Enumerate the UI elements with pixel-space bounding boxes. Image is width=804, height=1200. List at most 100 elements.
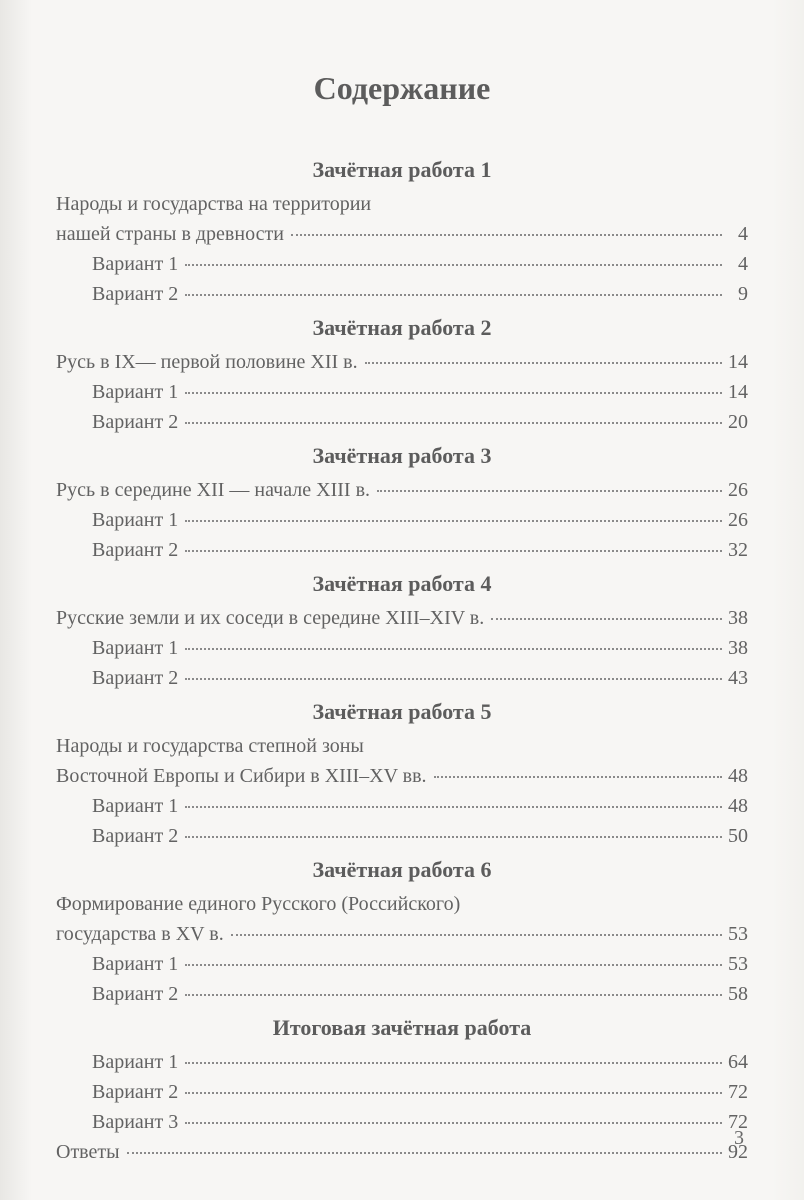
- toc-entry-label: нашей страны в древности: [56, 219, 289, 249]
- toc-dots: [127, 1152, 722, 1154]
- toc-dots: [185, 392, 722, 394]
- toc-entry: Вариант 1 38: [56, 633, 748, 663]
- toc-entry-label: Вариант 1: [92, 377, 183, 407]
- toc-entry: Русские земли и их соседи в середине XII…: [56, 603, 748, 633]
- toc-entry: Вариант 1 4: [56, 249, 748, 279]
- toc-dots: [185, 836, 722, 838]
- toc-entry-label: государства в XV в.: [56, 919, 229, 949]
- toc-entry-label: Восточной Европы и Сибири в XIII–XV вв.: [56, 761, 432, 791]
- toc-entry-label: Вариант 3: [92, 1107, 183, 1137]
- toc-entry-label: Вариант 1: [92, 791, 183, 821]
- toc-dots: [185, 806, 722, 808]
- toc-entry-page: 50: [724, 821, 748, 851]
- toc-dots: [365, 362, 722, 364]
- toc-entry: Вариант 2 72: [56, 1077, 748, 1107]
- toc-entry-page: 43: [724, 663, 748, 693]
- toc-entry-continuation: Народы и государства на территории: [56, 189, 748, 219]
- section-heading: Зачётная работа 1: [56, 157, 748, 183]
- section-heading: Зачётная работа 3: [56, 443, 748, 469]
- toc-entry-page: 9: [724, 279, 748, 309]
- toc-dots: [185, 1062, 722, 1064]
- toc-dots: [291, 234, 722, 236]
- toc-entry-page: 48: [724, 761, 748, 791]
- toc-entry-label: Русь в середине XII — начале XIII в.: [56, 475, 375, 505]
- toc-entry-page: 14: [724, 347, 748, 377]
- toc-entry-page: 38: [724, 633, 748, 663]
- toc-entry-label: Вариант 2: [92, 979, 183, 1009]
- toc-entry-page: 53: [724, 919, 748, 949]
- toc-entry-label: Ответы: [56, 1137, 125, 1167]
- toc-entry: Вариант 2 50: [56, 821, 748, 851]
- toc-entry: Русь в середине XII — начале XIII в. 26: [56, 475, 748, 505]
- toc-entry-page: 26: [724, 475, 748, 505]
- toc-dots: [185, 294, 722, 296]
- toc-dots: [377, 490, 722, 492]
- toc-entry: Ответы92: [56, 1137, 748, 1167]
- toc-dots: [434, 776, 722, 778]
- page-number: 3: [734, 1127, 744, 1150]
- toc-entry-page: 14: [724, 377, 748, 407]
- page-title: Содержание: [56, 70, 748, 107]
- toc-entry-page: 53: [724, 949, 748, 979]
- toc-entry-page: 58: [724, 979, 748, 1009]
- toc-entry: Восточной Европы и Сибири в XIII–XV вв. 4…: [56, 761, 748, 791]
- toc-entry-label: Вариант 1: [92, 1047, 183, 1077]
- toc-entry-continuation: Народы и государства степной зоны: [56, 731, 748, 761]
- toc-entry: Вариант 2 43: [56, 663, 748, 693]
- toc-entry: Вариант 1 26: [56, 505, 748, 535]
- toc-entry-page: 72: [724, 1077, 748, 1107]
- toc-entry-page: 38: [724, 603, 748, 633]
- toc-entry-label: Вариант 2: [92, 821, 183, 851]
- toc-entry-page: 4: [724, 219, 748, 249]
- toc-entry: Вариант 1 64: [56, 1047, 748, 1077]
- section-heading: Зачётная работа 2: [56, 315, 748, 341]
- section-heading: Итоговая зачётная работа: [56, 1015, 748, 1041]
- toc-entry-page: 4: [724, 249, 748, 279]
- toc-entry-page: 64: [724, 1047, 748, 1077]
- toc-dots: [185, 550, 722, 552]
- toc-entry: Вариант 1 53: [56, 949, 748, 979]
- toc-dots: [185, 422, 722, 424]
- toc-entry-page: 32: [724, 535, 748, 565]
- section-heading: Зачётная работа 4: [56, 571, 748, 597]
- section-heading: Зачётная работа 6: [56, 857, 748, 883]
- toc-entry: Вариант 2 58: [56, 979, 748, 1009]
- toc-entry-label: Вариант 1: [92, 949, 183, 979]
- toc-entry: государства в XV в. 53: [56, 919, 748, 949]
- toc-entry-label: Вариант 2: [92, 279, 183, 309]
- toc-body: Зачётная работа 1 Народы и государства на…: [56, 157, 748, 1167]
- toc-entry: Вариант 2 20: [56, 407, 748, 437]
- toc-entry: Вариант 1 48: [56, 791, 748, 821]
- toc-entry-label: Вариант 2: [92, 663, 183, 693]
- toc-entry-label: Русские земли и их соседи в середине XII…: [56, 603, 489, 633]
- toc-dots: [491, 618, 722, 620]
- toc-entry: нашей страны в древности 4: [56, 219, 748, 249]
- toc-entry-label: Вариант 1: [92, 249, 183, 279]
- toc-dots: [185, 964, 722, 966]
- toc-entry-label: Вариант 2: [92, 407, 183, 437]
- toc-dots: [185, 1092, 722, 1094]
- toc-dots: [185, 678, 722, 680]
- toc-dots: [185, 264, 722, 266]
- toc-entry: Русь в IX— первой половине XII в. 14: [56, 347, 748, 377]
- toc-entry-page: 26: [724, 505, 748, 535]
- toc-entry-continuation: Формирование единого Русского (Российско…: [56, 889, 748, 919]
- toc-entry: Вариант 372: [56, 1107, 748, 1137]
- toc-dots: [185, 648, 722, 650]
- page: Содержание Зачётная работа 1 Народы и гос…: [0, 0, 804, 1200]
- toc-dots: [231, 934, 722, 936]
- toc-entry: Вариант 1 14: [56, 377, 748, 407]
- toc-entry-page: 20: [724, 407, 748, 437]
- toc-entry: Вариант 2 9: [56, 279, 748, 309]
- toc-entry-label: Вариант 2: [92, 1077, 183, 1107]
- section-heading: Зачётная работа 5: [56, 699, 748, 725]
- toc-entry-label: Вариант 2: [92, 535, 183, 565]
- toc-entry-label: Русь в IX— первой половине XII в.: [56, 347, 363, 377]
- toc-dots: [185, 1122, 722, 1124]
- toc-dots: [185, 520, 722, 522]
- toc-dots: [185, 994, 722, 996]
- toc-entry-page: 48: [724, 791, 748, 821]
- toc-entry: Вариант 2 32: [56, 535, 748, 565]
- toc-entry-label: Вариант 1: [92, 505, 183, 535]
- toc-entry-label: Вариант 1: [92, 633, 183, 663]
